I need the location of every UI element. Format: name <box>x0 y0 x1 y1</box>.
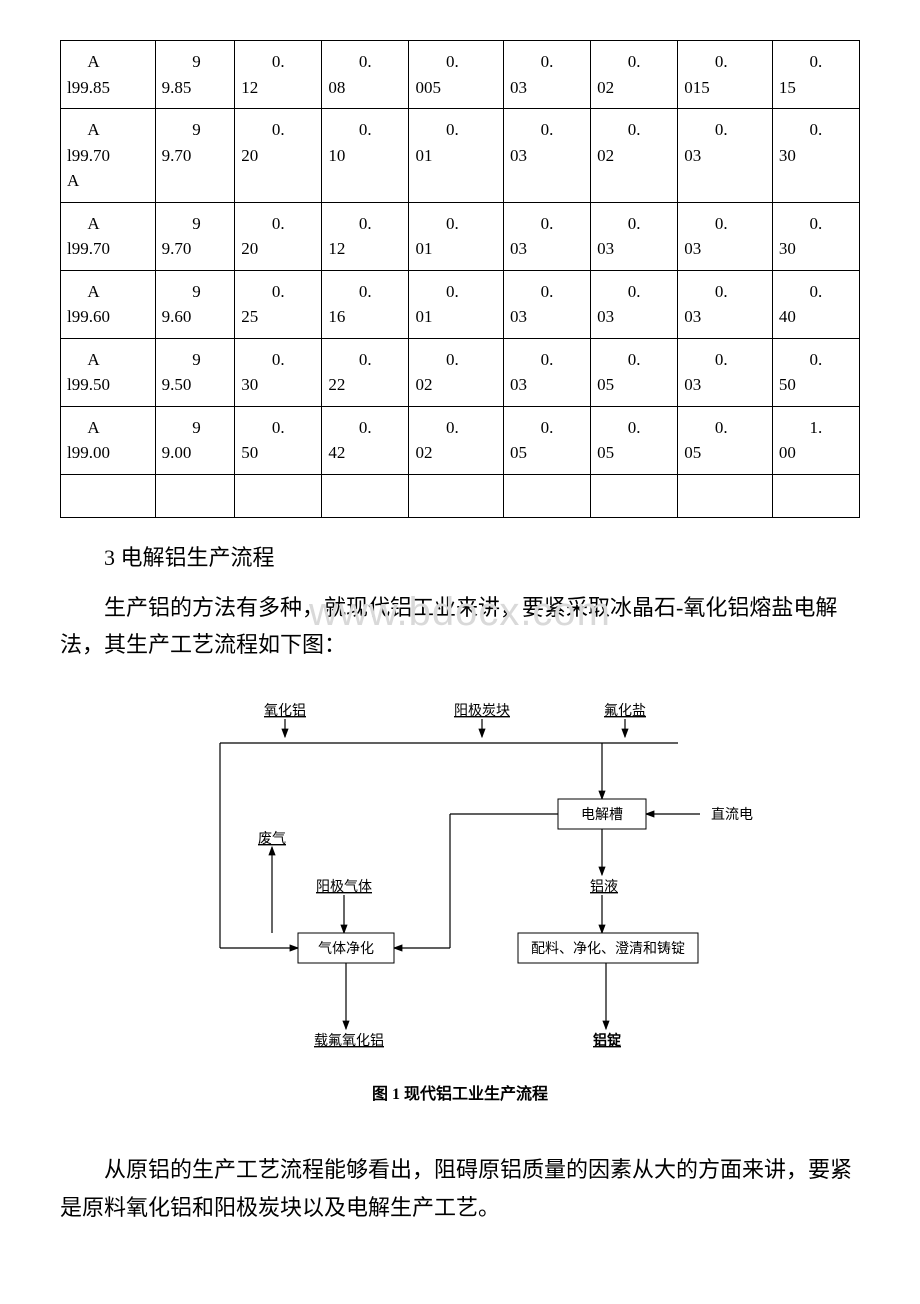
table-cell: 0.10 <box>322 109 409 203</box>
table-cell: 0.02 <box>591 109 678 203</box>
table-cell: 0.03 <box>504 41 591 109</box>
table-cell: 0.20 <box>235 202 322 270</box>
table-cell: 0.50 <box>772 338 859 406</box>
table-cell: 0.03 <box>504 202 591 270</box>
table-cell: 99.00 <box>155 406 235 474</box>
svg-text:铝锭: 铝锭 <box>593 1032 621 1049</box>
table-row: Al99.7099.700.200.120.010.030.030.030.30 <box>61 202 860 270</box>
svg-text:图 1 现代铝工业生产流程: 图 1 现代铝工业生产流程 <box>372 1084 548 1103</box>
table-cell: 0.03 <box>504 109 591 203</box>
table-cell: 0.05 <box>504 406 591 474</box>
data-table: Al99.8599.850.120.080.0050.030.020.0150.… <box>60 40 860 518</box>
table-cell: 99.50 <box>155 338 235 406</box>
table-cell: 0.12 <box>322 202 409 270</box>
table-cell: 0.50 <box>235 406 322 474</box>
table-row: Al99.5099.500.300.220.020.030.050.030.50 <box>61 338 860 406</box>
table-cell: 0.15 <box>772 41 859 109</box>
table-cell: 0.02 <box>591 41 678 109</box>
table-cell: 0.03 <box>678 338 773 406</box>
svg-text:气体净化: 气体净化 <box>318 941 374 957</box>
table-cell: 99.70 <box>155 202 235 270</box>
table-cell: 0.25 <box>235 270 322 338</box>
svg-text:氟化盐: 氟化盐 <box>604 703 646 719</box>
table-cell <box>678 474 773 517</box>
svg-text:配料、净化、澄清和铸锭: 配料、净化、澄清和铸锭 <box>531 941 685 957</box>
table-cell: 0.16 <box>322 270 409 338</box>
table-cell: 0.01 <box>409 270 504 338</box>
svg-text:阳极气体: 阳极气体 <box>316 879 372 895</box>
table-cell: 1.00 <box>772 406 859 474</box>
table-cell: 0.12 <box>235 41 322 109</box>
table-cell: 0.01 <box>409 109 504 203</box>
table-row <box>61 474 860 517</box>
table-cell: 0.20 <box>235 109 322 203</box>
table-cell <box>591 474 678 517</box>
svg-text:载氟氧化铝: 载氟氧化铝 <box>314 1033 384 1049</box>
table-cell: Al99.85 <box>61 41 156 109</box>
table-cell: 0.05 <box>591 338 678 406</box>
table-cell: 0.02 <box>409 338 504 406</box>
table-cell: 0.42 <box>322 406 409 474</box>
table-cell: 0.015 <box>678 41 773 109</box>
flowchart-diagram: 氧化铝 阳极炭块 氟化盐电解槽 直流电废气阳极气体 铝液气体净化 配料、净化、澄清和铸锭载… <box>140 681 780 1141</box>
table-cell: 0.08 <box>322 41 409 109</box>
table-cell <box>61 474 156 517</box>
table-cell: Al99.00 <box>61 406 156 474</box>
table-cell: 0.05 <box>591 406 678 474</box>
svg-text:直流电: 直流电 <box>711 806 753 823</box>
table-cell: 99.60 <box>155 270 235 338</box>
table-row: Al99.8599.850.120.080.0050.030.020.0150.… <box>61 41 860 109</box>
table-cell: 0.03 <box>678 109 773 203</box>
table-cell <box>504 474 591 517</box>
table-cell <box>235 474 322 517</box>
table-cell: 0.03 <box>678 270 773 338</box>
svg-text:电解槽: 电解槽 <box>581 807 623 823</box>
table-cell: 0.22 <box>322 338 409 406</box>
svg-text:废气: 废气 <box>258 831 286 847</box>
table-cell <box>155 474 235 517</box>
table-cell: 0.03 <box>504 270 591 338</box>
table-cell: 0.30 <box>772 202 859 270</box>
table-cell: 0.005 <box>409 41 504 109</box>
table-cell: Al99.60 <box>61 270 156 338</box>
table-cell <box>322 474 409 517</box>
table-cell: 0.03 <box>591 202 678 270</box>
table-cell: 0.30 <box>772 109 859 203</box>
table-cell: 99.85 <box>155 41 235 109</box>
table-cell: Al99.50 <box>61 338 156 406</box>
table-cell <box>409 474 504 517</box>
table-cell: 0.03 <box>504 338 591 406</box>
table-row: Al99.6099.600.250.160.010.030.030.030.40 <box>61 270 860 338</box>
table-row: Al99.0099.000.500.420.020.050.050.051.00 <box>61 406 860 474</box>
table-cell: 0.01 <box>409 202 504 270</box>
intro-paragraph: 生产铝的方法有多种，就现代铝工业来讲，要紧采取冰晶石-氧化铝熔盐电解法，其生产工… <box>60 589 860 664</box>
svg-text:铝液: 铝液 <box>590 879 618 895</box>
table-cell: 0.05 <box>678 406 773 474</box>
table-cell: 0.40 <box>772 270 859 338</box>
table-cell: 0.03 <box>678 202 773 270</box>
table-cell: 0.03 <box>591 270 678 338</box>
table-cell: 0.30 <box>235 338 322 406</box>
table-cell: Al99.70A <box>61 109 156 203</box>
table-cell: Al99.70 <box>61 202 156 270</box>
table-row: Al99.70A99.700.200.100.010.030.020.030.3… <box>61 109 860 203</box>
table-cell: 99.70 <box>155 109 235 203</box>
section-heading: 3 电解铝生产流程 <box>60 540 860 575</box>
closing-paragraph: 从原铝的生产工艺流程能够看出，阻碍原铝质量的因素从大的方面来讲，要紧是原料氧化铝… <box>60 1151 860 1226</box>
table-cell: 0.02 <box>409 406 504 474</box>
svg-text:氧化铝: 氧化铝 <box>264 703 306 719</box>
svg-text:阳极炭块: 阳极炭块 <box>454 703 510 719</box>
table-cell <box>772 474 859 517</box>
